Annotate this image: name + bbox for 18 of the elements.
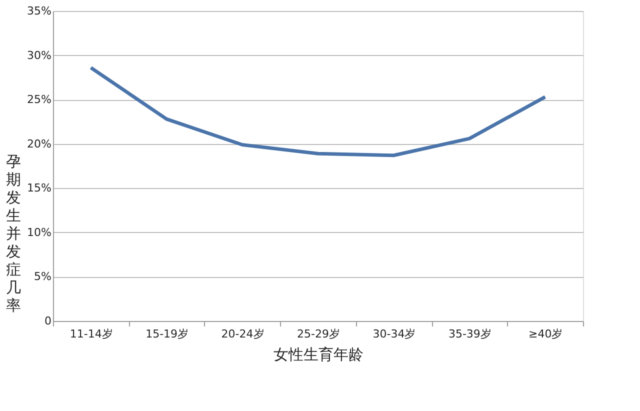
y-tick-label: 10%	[27, 226, 52, 239]
x-tick-label: 30-34岁	[372, 328, 416, 340]
x-tick-label: 11-14岁	[70, 328, 113, 340]
x-tick-label: 15-19岁	[146, 328, 189, 340]
y-tick-label: 5%	[34, 270, 52, 284]
y-tick-label: 15%	[27, 182, 52, 195]
y-tick-label: 30%	[27, 48, 52, 62]
x-tick-label: 20-24岁	[221, 328, 264, 340]
y-tick-label: 0	[44, 314, 52, 328]
x-tick-label: ≥40岁	[528, 328, 563, 340]
x-tick-label: 25-29岁	[297, 328, 340, 340]
x-axis-title: 女性生育年龄	[274, 346, 364, 364]
text: 孕期发生并发症几率	[6, 152, 21, 314]
y-tick-label: 25%	[27, 93, 52, 106]
x-tick-label: 35-39岁	[448, 328, 492, 340]
line-series	[89, 66, 547, 158]
y-tick-label: 20%	[27, 137, 52, 150]
y-tick-label: 35%	[27, 4, 52, 18]
